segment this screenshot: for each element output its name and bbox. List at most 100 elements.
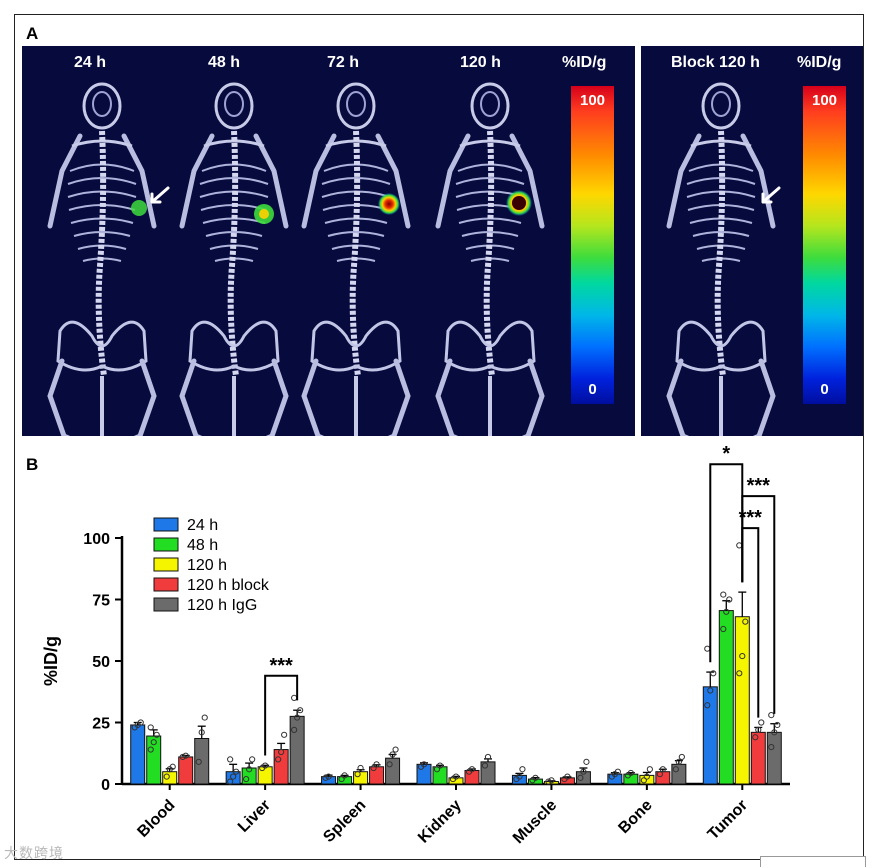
data-point bbox=[370, 764, 377, 772]
data-point bbox=[294, 714, 301, 721]
legend-swatch bbox=[153, 557, 179, 572]
data-point bbox=[577, 774, 584, 781]
data-point bbox=[774, 721, 781, 729]
data-point bbox=[627, 769, 634, 777]
x-tick-label: Bone bbox=[615, 797, 655, 837]
data-point bbox=[198, 729, 205, 736]
colorbar: 100 0 bbox=[571, 86, 614, 404]
bar bbox=[289, 715, 305, 785]
data-point bbox=[726, 596, 733, 603]
mouse-scans bbox=[22, 46, 635, 436]
panel-a-label: A bbox=[26, 24, 39, 43]
legend-swatch bbox=[153, 577, 179, 592]
timepoint-label-24h: 24 h bbox=[74, 54, 107, 71]
data-point bbox=[278, 748, 285, 756]
data-point bbox=[291, 694, 298, 702]
data-point bbox=[580, 768, 587, 775]
significance-bracket bbox=[741, 495, 776, 714]
bar bbox=[464, 769, 480, 785]
block-colorbar-min: 0 bbox=[820, 381, 829, 398]
colorbar-max: 100 bbox=[579, 92, 606, 109]
timepoint-label-120h: 120 h bbox=[460, 54, 501, 71]
bar bbox=[178, 756, 194, 785]
y-axis-label: %ID/g bbox=[41, 636, 61, 686]
block-imaging-panel: Block 120 h %ID/g 100 0 bbox=[641, 46, 863, 436]
timepoint-label-48h: 48 h bbox=[208, 54, 241, 71]
block-colorbar: 100 0 bbox=[803, 86, 846, 404]
data-point bbox=[452, 773, 460, 780]
data-point bbox=[720, 625, 727, 633]
data-point bbox=[768, 712, 775, 719]
data-point bbox=[720, 591, 727, 598]
bar bbox=[146, 735, 162, 785]
data-point bbox=[484, 753, 492, 761]
data-point bbox=[545, 778, 552, 785]
data-point bbox=[389, 751, 396, 758]
legend-swatch bbox=[153, 517, 179, 532]
data-point bbox=[179, 753, 186, 761]
data-point bbox=[150, 739, 157, 746]
x-tick-label: Kidney bbox=[415, 797, 465, 847]
bar bbox=[734, 616, 750, 785]
data-point bbox=[672, 766, 679, 773]
data-point bbox=[758, 719, 765, 726]
data-point bbox=[710, 670, 717, 677]
data-point bbox=[755, 726, 762, 733]
data-point bbox=[656, 771, 663, 778]
data-point bbox=[341, 772, 348, 779]
tumor-signal-24h bbox=[131, 200, 147, 216]
significance-label: *** bbox=[269, 655, 293, 677]
data-point bbox=[433, 766, 441, 773]
block-mouse-scan bbox=[641, 46, 781, 436]
data-point bbox=[768, 744, 775, 751]
data-point bbox=[297, 707, 304, 714]
data-point bbox=[246, 766, 253, 773]
legend-swatch bbox=[153, 597, 179, 612]
data-point bbox=[227, 756, 234, 763]
data-point bbox=[646, 766, 653, 773]
data-point bbox=[675, 758, 682, 765]
data-point bbox=[643, 773, 650, 780]
data-point bbox=[338, 775, 345, 783]
bar bbox=[750, 731, 766, 785]
x-tick-label: Liver bbox=[235, 797, 274, 836]
legend-label: 120 h block bbox=[187, 577, 270, 594]
data-point bbox=[640, 777, 647, 784]
data-point bbox=[519, 766, 526, 773]
data-point bbox=[742, 618, 749, 625]
data-point bbox=[354, 771, 361, 778]
legend-swatch bbox=[153, 537, 179, 552]
x-tick-label: Spleen bbox=[320, 797, 369, 846]
significance-label: *** bbox=[747, 475, 771, 497]
data-point bbox=[195, 758, 202, 765]
significance-label: * bbox=[722, 443, 730, 465]
data-point bbox=[516, 773, 523, 780]
data-point bbox=[357, 764, 364, 772]
bar bbox=[766, 731, 782, 785]
data-point bbox=[468, 766, 476, 773]
data-point bbox=[614, 768, 621, 775]
x-tick-label: Tumor bbox=[705, 797, 751, 843]
significance-bracket bbox=[264, 674, 299, 756]
data-point bbox=[230, 773, 237, 780]
y-tick-label: 0 bbox=[101, 777, 110, 794]
x-tick-label: Blood bbox=[134, 797, 178, 841]
figure-frame bbox=[14, 14, 864, 860]
data-point bbox=[532, 774, 539, 781]
data-point bbox=[291, 726, 298, 733]
bar bbox=[241, 767, 257, 785]
data-point bbox=[243, 775, 250, 783]
data-point bbox=[736, 670, 743, 677]
data-point bbox=[147, 746, 154, 753]
y-tick-label: 50 bbox=[92, 654, 110, 671]
bar bbox=[130, 724, 146, 785]
watermark: 大数跨境 bbox=[4, 845, 64, 861]
legend-label: 120 h IgG bbox=[187, 597, 257, 614]
data-point bbox=[564, 773, 571, 780]
y-tick-label: 25 bbox=[92, 716, 110, 733]
tumor-signal-72h bbox=[378, 193, 400, 215]
legend-label: 48 h bbox=[187, 537, 218, 554]
significance-label: *** bbox=[739, 507, 763, 529]
data-point bbox=[704, 702, 711, 709]
data-point bbox=[227, 778, 234, 785]
